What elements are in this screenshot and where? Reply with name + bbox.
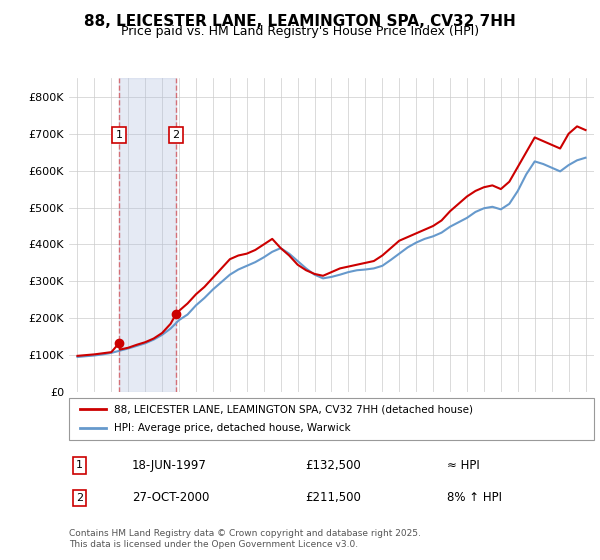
Text: £132,500: £132,500 (305, 459, 361, 472)
Text: 1: 1 (76, 460, 83, 470)
Text: £211,500: £211,500 (305, 492, 361, 505)
Text: Contains HM Land Registry data © Crown copyright and database right 2025.
This d: Contains HM Land Registry data © Crown c… (69, 529, 421, 549)
Text: 88, LEICESTER LANE, LEAMINGTON SPA, CV32 7HH: 88, LEICESTER LANE, LEAMINGTON SPA, CV32… (84, 14, 516, 29)
Text: 88, LEICESTER LANE, LEAMINGTON SPA, CV32 7HH (detached house): 88, LEICESTER LANE, LEAMINGTON SPA, CV32… (113, 404, 473, 414)
Bar (119, 78, 176, 392)
Text: 27-OCT-2000: 27-OCT-2000 (132, 492, 209, 505)
Text: 2: 2 (172, 130, 179, 140)
Text: 8% ↑ HPI: 8% ↑ HPI (447, 492, 502, 505)
Text: ≈ HPI: ≈ HPI (447, 459, 480, 472)
FancyBboxPatch shape (69, 398, 594, 440)
Text: HPI: Average price, detached house, Warwick: HPI: Average price, detached house, Warw… (113, 423, 350, 433)
Text: 18-JUN-1997: 18-JUN-1997 (132, 459, 207, 472)
Text: 1: 1 (116, 130, 122, 140)
Text: Price paid vs. HM Land Registry's House Price Index (HPI): Price paid vs. HM Land Registry's House … (121, 25, 479, 38)
Text: 2: 2 (76, 493, 83, 503)
